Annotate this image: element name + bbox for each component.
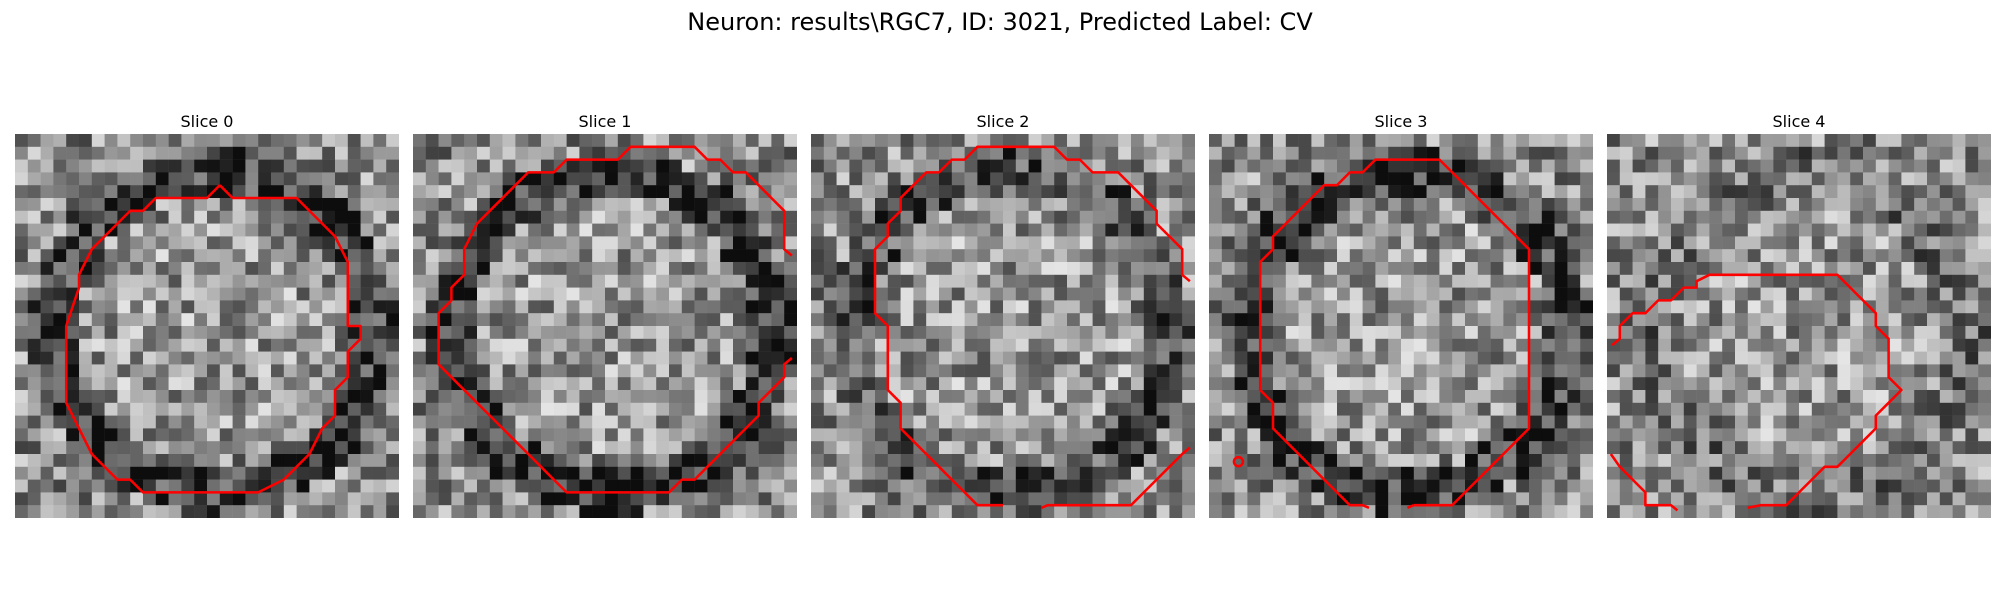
slice-panel-4: Slice 4 <box>1607 110 1991 518</box>
pixel-grid <box>811 134 1195 518</box>
slice-image-0 <box>15 134 399 518</box>
contour-line <box>1258 158 1531 509</box>
slice-panel-0: Slice 0 <box>15 110 399 518</box>
slice-title: Slice 0 <box>180 112 234 131</box>
contour-ring <box>1232 455 1245 468</box>
contour-line <box>64 184 362 494</box>
pixel-grid <box>1607 134 1991 518</box>
contour-line <box>1040 446 1191 509</box>
contour-line <box>1609 453 1679 512</box>
contour-line <box>1611 273 1903 510</box>
slice-panel-2: Slice 2 <box>811 110 1195 518</box>
slice-image-3 <box>1209 134 1593 518</box>
pixel-grid <box>1209 134 1593 518</box>
slice-panel-1: Slice 1 <box>413 110 797 518</box>
figure-title: Neuron: results\RGC7, ID: 3021, Predicte… <box>687 8 1313 36</box>
pixel-grid <box>15 134 399 518</box>
slice-title: Slice 2 <box>976 112 1030 131</box>
slice-panel-3: Slice 3 <box>1209 110 1593 518</box>
slice-title: Slice 4 <box>1772 112 1826 131</box>
slice-image-4 <box>1607 134 1991 518</box>
pixel-grid <box>413 134 797 518</box>
contour-line <box>437 145 793 494</box>
slice-image-1 <box>413 134 797 518</box>
slice-image-2 <box>811 134 1195 518</box>
contour-line <box>873 145 1191 507</box>
slice-title: Slice 3 <box>1374 112 1428 131</box>
slice-title: Slice 1 <box>578 112 632 131</box>
contour-line <box>1406 504 1415 509</box>
